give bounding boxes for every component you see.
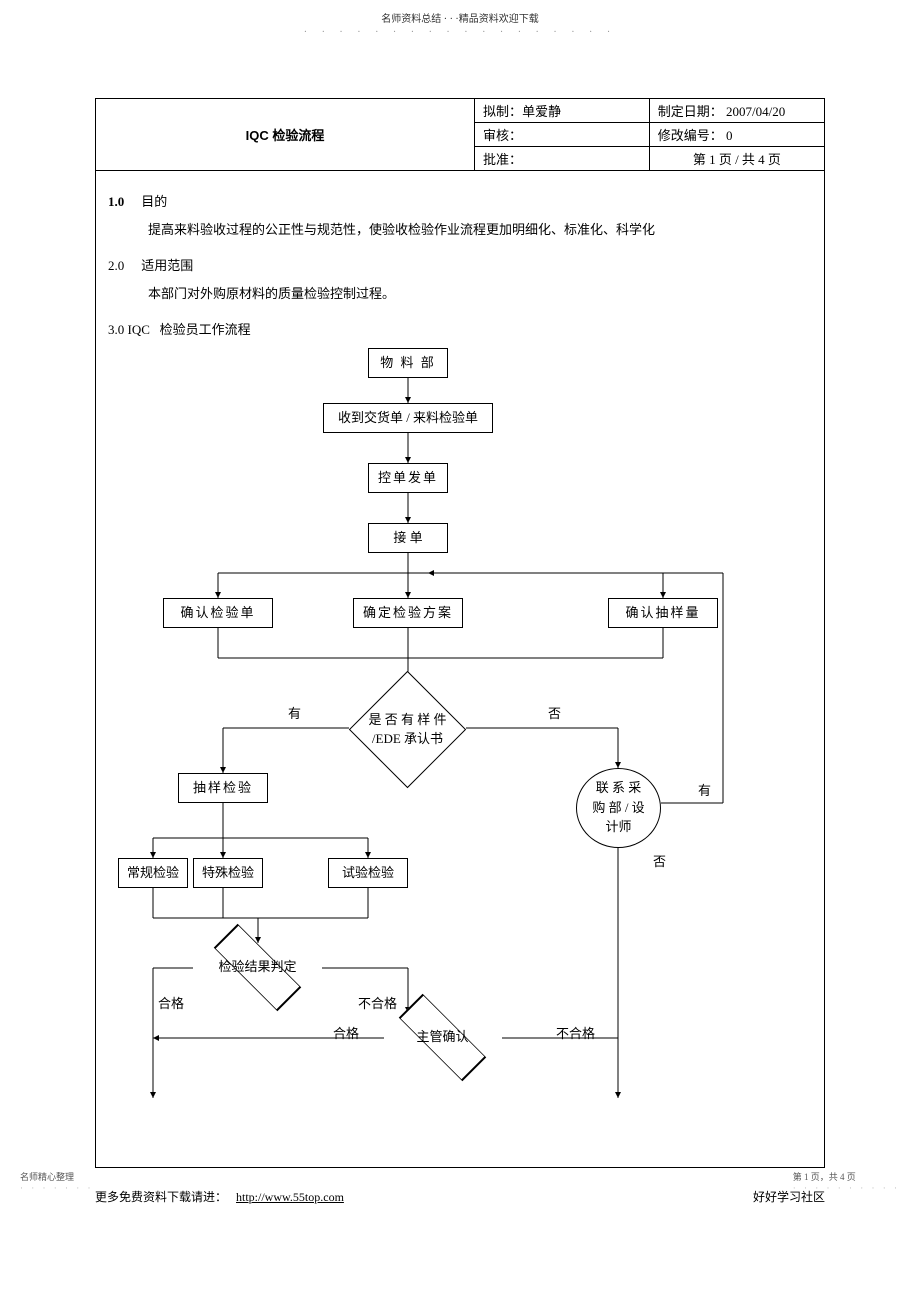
label-yes-1: 有: [288, 703, 301, 722]
section-2-head: 2.0 适用范围: [108, 255, 812, 274]
meta-approve: 批准：: [475, 147, 650, 171]
node-receive-order: 接 单: [368, 523, 448, 553]
node-special-test: 特殊检验: [193, 858, 263, 888]
decision-sample-spec: 是 否 有 样 件/EDE 承认书: [366, 688, 449, 771]
node-confirm-sample: 确认抽样量: [608, 598, 718, 628]
meta-page: 第 1 页 / 共 4 页: [649, 147, 824, 171]
sec2-body: 本部门对外购原材料的质量检验控制过程。: [148, 284, 812, 305]
section-3-head: 3.0 IQC 检验员工作流程: [108, 319, 812, 338]
bottom-right-mark: 第 1 页，共 4 页 · · · · · · · · · ·: [793, 1170, 900, 1193]
node-receive-form: 收到交货单 / 来料检验单: [323, 403, 493, 433]
title-table: IQC 检验流程 拟制：单爱静 制定日期： 2007/04/20 审核： 修改编…: [96, 99, 824, 171]
meta-review: 审核：: [475, 123, 650, 147]
bottom-left-mark: 名师精心整理 · · · · · · ·: [20, 1170, 93, 1193]
footer-link[interactable]: http://www.55top.com: [236, 1190, 344, 1204]
watermark-line2: · · · · · · · · · · · · · · · · · ·: [0, 27, 920, 38]
node-plan: 确定检验方案: [353, 598, 463, 628]
watermark-header: 名师资料总结 · · ·精品资料欢迎下载 · · · · · · · · · ·…: [0, 0, 920, 38]
label-no-2: 否: [653, 851, 666, 870]
label-pass-2: 合格: [333, 1023, 359, 1042]
section-1-head: 1.0 目的: [108, 191, 812, 210]
meta-date: 制定日期： 2007/04/20: [649, 99, 824, 123]
sec1-body: 提高来料验收过程的公正性与规范性，使验收检验作业流程更加明细化、标准化、科学化: [148, 220, 812, 241]
label-fail-2: 不合格: [556, 1023, 595, 1042]
label-pass-1: 合格: [158, 993, 184, 1012]
page-border: IQC 检验流程 拟制：单爱静 制定日期： 2007/04/20 审核： 修改编…: [95, 98, 825, 1168]
footer-left: 更多免费资料下载请进： http://www.55top.com: [95, 1188, 344, 1205]
meta-rev: 修改编号： 0: [649, 123, 824, 147]
sec1-title: 目的: [141, 191, 167, 210]
node-routine-test: 常规检验: [118, 858, 188, 888]
node-trial-test: 试验检验: [328, 858, 408, 888]
label-fail-1: 不合格: [358, 993, 397, 1012]
decision-supervisor: 主管确认: [420, 1015, 465, 1060]
node-material-dept: 物 料 部: [368, 348, 448, 378]
decision-result: 检验结果判定: [235, 945, 280, 990]
label-no-1: 否: [548, 703, 561, 722]
meta-draft: 拟制：单爱静: [475, 99, 650, 123]
flowchart: 物 料 部 收到交货单 / 来料检验单 控单发单 接 单 确认检验单 确定检验方…: [108, 348, 812, 1108]
node-contact-purchase: 联 系 采购 部 / 设计师: [576, 768, 661, 848]
sec1-num: 1.0: [108, 194, 138, 210]
sec2-title: 适用范围: [141, 255, 193, 274]
watermark-line1: 名师资料总结 · · ·精品资料欢迎下载: [0, 10, 920, 25]
sec3-title: 检验员工作流程: [160, 319, 251, 338]
sec2-num: 2.0: [108, 258, 138, 274]
doc-title: IQC 检验流程: [96, 99, 475, 171]
node-sample-test: 抽样检验: [178, 773, 268, 803]
sec3-num: 3.0 IQC: [108, 322, 150, 337]
page-footer: 更多免费资料下载请进： http://www.55top.com 好好学习社区: [95, 1188, 825, 1205]
content-area: 1.0 目的 提高来料验收过程的公正性与规范性，使验收检验作业流程更加明细化、标…: [96, 171, 824, 1108]
node-confirm-form: 确认检验单: [163, 598, 273, 628]
node-issue-form: 控单发单: [368, 463, 448, 493]
label-yes-2: 有: [698, 780, 711, 799]
